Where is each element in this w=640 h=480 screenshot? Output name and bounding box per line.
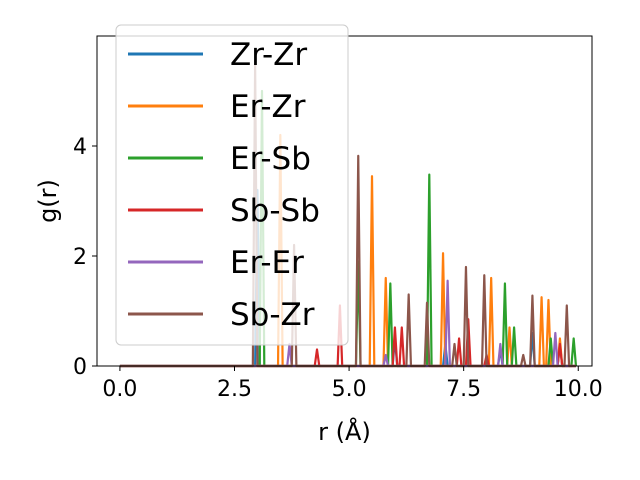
series-line-er-zr xyxy=(119,133,576,368)
y-tick-label: 0 xyxy=(73,355,87,380)
x-axis-ticks: 0.0 2.5 5.0 7.5 10.0 xyxy=(102,366,603,402)
y-tick-label: 4 xyxy=(73,135,87,160)
legend-label: Er-Zr xyxy=(230,89,306,125)
legend: Zr-Zr Er-Zr Er-Sb Sb-Sb Er-Er Sb-Zr xyxy=(115,24,349,346)
x-tick-label: 10.0 xyxy=(554,377,603,402)
x-tick-label: 0.0 xyxy=(102,377,137,402)
x-tick-label: 7.5 xyxy=(446,377,481,402)
y-tick-label: 2 xyxy=(73,245,87,270)
y-axis-label: g(r) xyxy=(34,179,62,223)
legend-label: Sb-Sb xyxy=(230,193,320,229)
legend-label: Er-Sb xyxy=(230,141,311,177)
legend-label: Sb-Zr xyxy=(230,297,315,333)
x-axis-label: r (Å) xyxy=(318,417,371,446)
x-tick-label: 5.0 xyxy=(332,377,367,402)
legend-label: Zr-Zr xyxy=(230,37,307,73)
x-tick-label: 2.5 xyxy=(217,377,252,402)
y-axis-ticks: 0 2 4 xyxy=(73,135,97,380)
legend-label: Er-Er xyxy=(230,245,304,281)
